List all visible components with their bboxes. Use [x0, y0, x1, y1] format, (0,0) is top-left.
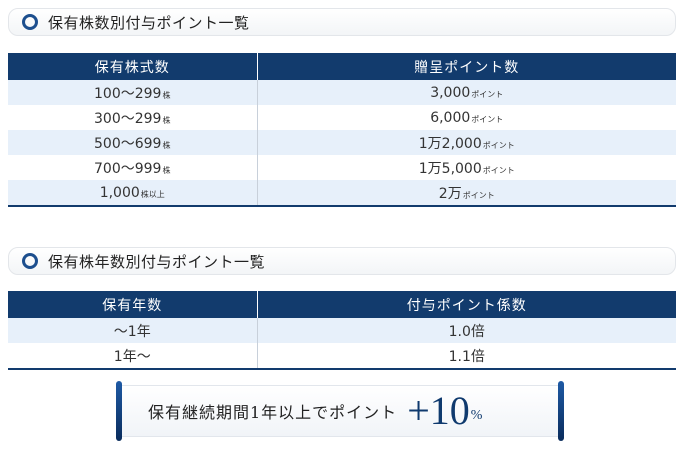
- banner-left-bar: [116, 381, 122, 441]
- section-header-shares: 保有株数別付与ポイント一覧: [8, 8, 676, 36]
- shares-value: 1,000: [99, 184, 140, 201]
- banner-text: 保有継続期間1年以上でポイント: [148, 403, 398, 422]
- shares-unit: 株: [162, 90, 171, 100]
- factor-cell: 1.0倍: [256, 318, 676, 343]
- years-cell: 1年〜: [8, 343, 257, 370]
- banner-value: 10: [429, 388, 470, 433]
- points-unit: ポイント: [471, 89, 504, 99]
- shares-cell: 300〜299株: [8, 105, 257, 130]
- shares-unit: 株: [162, 115, 171, 125]
- section-header-years: 保有株年数別付与ポイント一覧: [8, 247, 676, 275]
- table-header-row: 保有株式数 贈呈ポイント数: [8, 53, 676, 80]
- shares-value: 300〜299: [94, 110, 162, 127]
- points-value: 2万: [438, 185, 462, 202]
- shares-value: 500〜699: [94, 135, 162, 152]
- header-shares: 保有株式数: [8, 53, 257, 80]
- points-cell: 2万ポイント: [256, 180, 676, 207]
- table-row: 〜1年 1.0倍: [8, 318, 676, 343]
- points-cell: 1万5,000ポイント: [256, 155, 676, 180]
- shares-cell: 1,000株以上: [8, 180, 257, 207]
- points-cell: 1万2,000ポイント: [256, 130, 676, 155]
- points-value: 1万2,000: [418, 135, 482, 152]
- banner-body: 保有継続期間1年以上でポイント + 10 %: [122, 385, 558, 437]
- shares-cell: 500〜699株: [8, 130, 257, 155]
- table-header-row: 保有年数 付与ポイント係数: [8, 291, 676, 318]
- header-years: 保有年数: [8, 291, 257, 318]
- points-value: 3,000: [430, 84, 471, 101]
- circle-bullet-icon: [22, 14, 38, 30]
- banner-plus: +: [407, 388, 430, 433]
- shares-cell: 700〜999株: [8, 155, 257, 180]
- points-unit: ポイント: [471, 114, 504, 124]
- header-points: 贈呈ポイント数: [256, 53, 676, 80]
- table-row: 1年〜 1.1倍: [8, 343, 676, 370]
- bonus-banner: 保有継続期間1年以上でポイント + 10 %: [116, 381, 564, 441]
- shares-value: 700〜999: [94, 160, 162, 177]
- points-unit: ポイント: [482, 140, 515, 150]
- header-factor: 付与ポイント係数: [256, 291, 676, 318]
- table-row: 300〜299株 6,000ポイント: [8, 105, 676, 130]
- table-row: 700〜999株 1万5,000ポイント: [8, 155, 676, 180]
- points-unit: ポイント: [482, 165, 515, 175]
- circle-bullet-icon: [22, 253, 38, 269]
- table-row: 100〜299株 3,000ポイント: [8, 80, 676, 105]
- shares-unit: 株: [162, 140, 171, 150]
- points-value: 6,000: [430, 109, 471, 126]
- section-title-years: 保有株年数別付与ポイント一覧: [48, 252, 266, 271]
- points-unit: ポイント: [462, 190, 495, 200]
- points-cell: 3,000ポイント: [256, 80, 676, 105]
- points-value: 1万5,000: [418, 160, 482, 177]
- shares-cell: 100〜299株: [8, 80, 257, 105]
- shares-value: 100〜299: [94, 85, 162, 102]
- years-factor-table: 保有年数 付与ポイント係数 〜1年 1.0倍 1年〜 1.1倍: [8, 291, 676, 370]
- table-row: 500〜699株 1万2,000ポイント: [8, 130, 676, 155]
- table-row: 1,000株以上 2万ポイント: [8, 180, 676, 207]
- shares-unit: 株: [162, 165, 171, 175]
- shares-unit: 株以上: [140, 189, 165, 199]
- section-title-shares: 保有株数別付与ポイント一覧: [48, 13, 250, 32]
- years-cell: 〜1年: [8, 318, 257, 343]
- factor-cell: 1.1倍: [256, 343, 676, 370]
- shares-points-table: 保有株式数 贈呈ポイント数 100〜299株 3,000ポイント 300〜299…: [8, 53, 676, 207]
- banner-right-bar: [558, 381, 564, 441]
- points-cell: 6,000ポイント: [256, 105, 676, 130]
- banner-percent: %: [470, 408, 483, 423]
